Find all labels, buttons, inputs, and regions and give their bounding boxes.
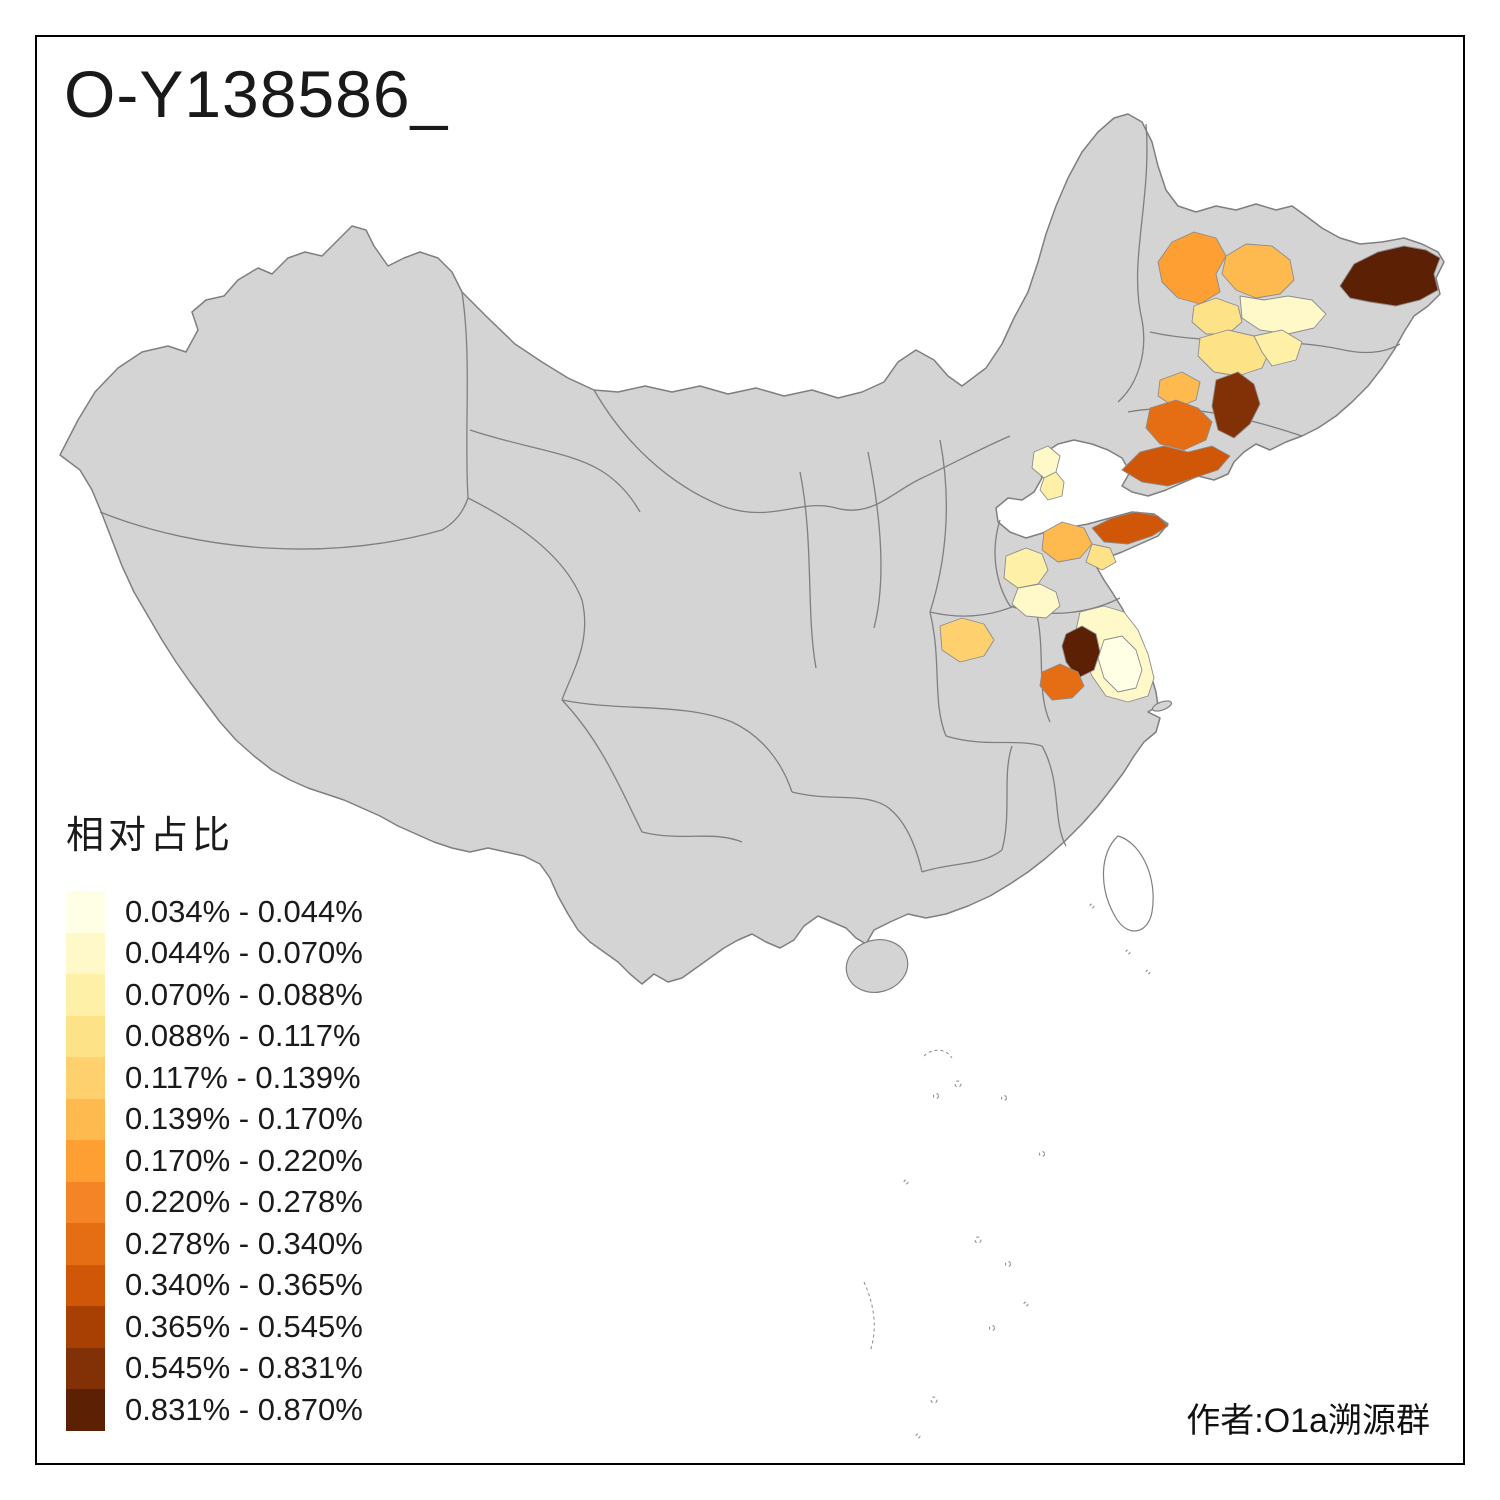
province-borders <box>99 123 1401 873</box>
legend-item-label: 0.220% - 0.278% <box>125 1184 363 1220</box>
region-patch <box>1339 245 1441 307</box>
legend-swatch <box>66 1015 105 1057</box>
legend-item: 0.340% - 0.365% <box>66 1264 363 1306</box>
legend-swatch <box>66 1140 105 1182</box>
region-patch <box>1061 625 1101 679</box>
legend-swatch <box>66 1347 105 1389</box>
legend-item: 0.220% - 0.278% <box>66 1181 363 1223</box>
highlighted-regions <box>939 231 1441 703</box>
legend-item-label: 0.365% - 0.545% <box>125 1308 363 1344</box>
legend-item: 0.070% - 0.088% <box>66 974 363 1016</box>
legend-swatch <box>66 974 105 1016</box>
region-patch <box>1211 371 1261 439</box>
legend: 相对占比 0.034% - 0.044% 0.044% - 0.070% 0.0… <box>66 804 363 1431</box>
region-patch <box>1039 663 1085 701</box>
author-credit: 作者:O1a溯源群 <box>1186 1402 1430 1440</box>
chongming-island <box>1151 700 1173 712</box>
region-patch <box>1157 371 1201 409</box>
legend-item: 0.139% - 0.170% <box>66 1098 363 1140</box>
legend-swatch <box>66 1098 105 1140</box>
taiwan-island <box>1102 835 1154 932</box>
legend-item-label: 0.044% - 0.070% <box>125 935 363 971</box>
legend-rows: 0.034% - 0.044% 0.044% - 0.070% 0.070% -… <box>66 891 363 1431</box>
region-patch <box>1011 583 1061 619</box>
legend-swatch <box>66 1306 105 1348</box>
legend-item-label: 0.139% - 0.170% <box>125 1101 363 1137</box>
legend-swatch <box>66 1264 105 1306</box>
region-patch <box>1239 295 1327 335</box>
page-title: O-Y138586_ <box>64 57 449 131</box>
legend-item-label: 0.034% - 0.044% <box>125 893 363 929</box>
legend-item: 0.117% - 0.139% <box>66 1057 363 1099</box>
region-patch <box>1041 521 1093 563</box>
legend-item-label: 0.545% - 0.831% <box>125 1350 363 1386</box>
legend-swatch <box>66 1223 105 1265</box>
region-patch <box>1145 399 1213 451</box>
legend-swatch <box>66 932 105 974</box>
legend-item: 0.545% - 0.831% <box>66 1347 363 1389</box>
south-china-sea-islands <box>863 903 1151 1439</box>
legend-item-label: 0.170% - 0.220% <box>125 1142 363 1178</box>
region-patch <box>1253 329 1303 367</box>
legend-swatch <box>66 1057 105 1099</box>
region-patch <box>1191 297 1243 335</box>
legend-item-label: 0.070% - 0.088% <box>125 976 363 1012</box>
legend-item: 0.044% - 0.070% <box>66 932 363 974</box>
legend-item: 0.170% - 0.220% <box>66 1140 363 1182</box>
legend-item: 0.088% - 0.117% <box>66 1015 363 1057</box>
region-patch <box>1157 231 1227 305</box>
region-patch <box>1003 547 1049 589</box>
region-patch <box>1085 543 1117 571</box>
legend-item-label: 0.278% - 0.340% <box>125 1225 363 1261</box>
region-patch <box>1097 635 1143 693</box>
hainan-island <box>845 939 909 993</box>
region-patch <box>1197 329 1271 377</box>
legend-item: 0.831% - 0.870% <box>66 1389 363 1431</box>
legend-title: 相对占比 <box>66 815 235 857</box>
legend-item: 0.365% - 0.545% <box>66 1306 363 1348</box>
mainland <box>59 113 1445 985</box>
legend-item-label: 0.831% - 0.870% <box>125 1391 363 1427</box>
legend-item: 0.278% - 0.340% <box>66 1223 363 1265</box>
legend-item-label: 0.340% - 0.365% <box>125 1267 363 1303</box>
legend-item: 0.034% - 0.044% <box>66 891 363 933</box>
legend-swatch <box>66 891 105 933</box>
region-patch <box>939 617 995 663</box>
region-patch <box>1221 243 1295 299</box>
region-patch <box>1039 471 1065 501</box>
legend-swatch <box>66 1181 105 1223</box>
islands <box>845 700 1173 993</box>
legend-swatch <box>66 1389 105 1431</box>
china-outline <box>59 113 1445 985</box>
region-patch <box>1091 511 1169 545</box>
legend-item-label: 0.117% - 0.139% <box>125 1059 361 1095</box>
legend-item-label: 0.088% - 0.117% <box>125 1018 361 1054</box>
region-patch <box>1121 445 1231 487</box>
